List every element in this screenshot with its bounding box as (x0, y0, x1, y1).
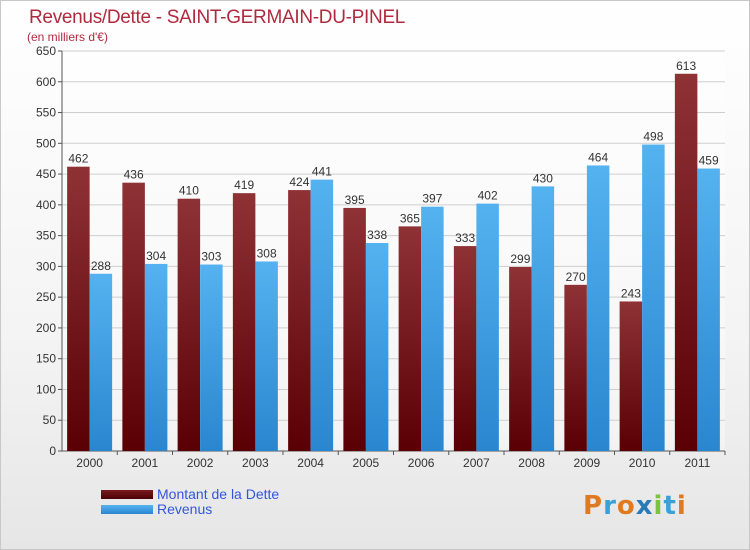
x-tick-label: 2004 (297, 456, 324, 470)
data-label-debt: 419 (234, 178, 254, 192)
bar-debt (619, 301, 643, 451)
x-tick-label: 2001 (132, 456, 159, 470)
bar-revenue (255, 261, 278, 451)
y-tick-label: 450 (36, 167, 56, 181)
data-label-revenue: 288 (91, 259, 111, 273)
bar-debt (509, 267, 532, 451)
data-label-debt: 333 (455, 231, 475, 245)
proxiti-logo: Proxiti (583, 491, 687, 521)
y-tick-label: 50 (43, 413, 57, 427)
data-label-debt: 299 (510, 252, 530, 266)
y-tick-label: 550 (36, 106, 56, 120)
data-label-revenue: 308 (257, 246, 277, 260)
data-label-revenue: 402 (478, 189, 498, 203)
bar-debt (674, 73, 698, 452)
data-label-revenue: 441 (312, 165, 332, 179)
data-label-debt: 410 (179, 184, 199, 198)
x-tick-label: 2002 (187, 456, 214, 470)
y-tick-label: 500 (36, 136, 56, 150)
y-tick-label: 400 (36, 198, 56, 212)
logo-letter: t (663, 491, 677, 521)
y-tick-label: 100 (36, 382, 56, 396)
logo-letter: r (603, 491, 617, 521)
x-tick-label: 2003 (242, 456, 269, 470)
y-tick-label: 150 (36, 352, 56, 366)
data-label-debt: 424 (289, 175, 309, 189)
data-label-revenue: 430 (533, 171, 553, 185)
bar-debt (343, 207, 366, 451)
bar-debt (564, 284, 587, 451)
y-tick-label: 650 (36, 44, 56, 58)
data-label-revenue: 459 (699, 154, 719, 168)
x-tick-label: 2009 (574, 456, 601, 470)
y-tick-label: 200 (36, 321, 56, 335)
x-tick-label: 2010 (629, 456, 656, 470)
data-label-revenue: 303 (201, 250, 221, 264)
bar-revenue (200, 264, 223, 451)
data-label-revenue: 397 (422, 192, 442, 206)
x-tick-label: 2011 (684, 456, 710, 470)
data-label-debt: 395 (345, 193, 365, 207)
legend-label-revenue: Revenus (157, 501, 213, 517)
x-tick-label: 2006 (408, 456, 435, 470)
bar-revenue (697, 168, 720, 452)
bar-revenue (421, 206, 444, 451)
y-tick-label: 300 (36, 259, 56, 273)
bar-debt (232, 193, 256, 451)
bar-revenue (642, 144, 665, 452)
plot-area (62, 51, 725, 451)
legend-swatch-debt (101, 489, 153, 499)
data-label-debt: 462 (68, 152, 88, 166)
logo-letter: o (616, 491, 636, 521)
bar-revenue (531, 186, 555, 451)
logo-letter: x (635, 491, 654, 521)
y-tick-label: 600 (36, 75, 56, 89)
data-label-debt: 613 (676, 59, 696, 73)
legend-swatch-revenue (101, 504, 153, 514)
bar-debt (177, 198, 201, 451)
data-label-revenue: 304 (146, 249, 166, 263)
y-tick-label: 0 (49, 444, 56, 458)
chart-title: Revenus/Dette - SAINT-GERMAIN-DU-PINEL (29, 7, 406, 28)
y-tick-label: 350 (36, 229, 56, 243)
x-tick-label: 2008 (518, 456, 545, 470)
bar-debt (288, 190, 311, 452)
y-tick-label: 250 (36, 290, 56, 304)
data-label-revenue: 464 (588, 150, 608, 164)
bar-revenue (586, 165, 610, 451)
bar-debt (122, 182, 145, 451)
legend-item-revenue: Revenus (101, 501, 213, 517)
x-tick-label: 2007 (463, 456, 490, 470)
x-tick-label: 2005 (353, 456, 380, 470)
data-label-debt: 365 (400, 211, 420, 225)
logo-letter: i (676, 491, 687, 521)
data-label-debt: 243 (621, 286, 641, 300)
data-label-debt: 270 (566, 270, 586, 284)
logo-letter: i (653, 491, 664, 521)
bar-debt (398, 226, 422, 451)
data-label-revenue: 338 (367, 228, 387, 242)
bar-debt (453, 246, 477, 451)
bar-revenue (310, 179, 334, 451)
logo-letter: P (583, 491, 604, 521)
bar-revenue (365, 243, 389, 451)
data-label-debt: 436 (124, 168, 144, 182)
legend-item-debt: Montant de la Dette (101, 486, 280, 502)
chart-subtitle: (en milliers d'€) (27, 30, 108, 44)
bar-revenue (89, 273, 113, 451)
data-label-revenue: 498 (643, 130, 663, 144)
bar-debt (67, 166, 90, 451)
legend-label-debt: Montant de la Dette (157, 486, 280, 502)
x-tick-label: 2000 (76, 456, 103, 470)
bar-revenue (476, 203, 499, 451)
bar-revenue (144, 263, 168, 451)
